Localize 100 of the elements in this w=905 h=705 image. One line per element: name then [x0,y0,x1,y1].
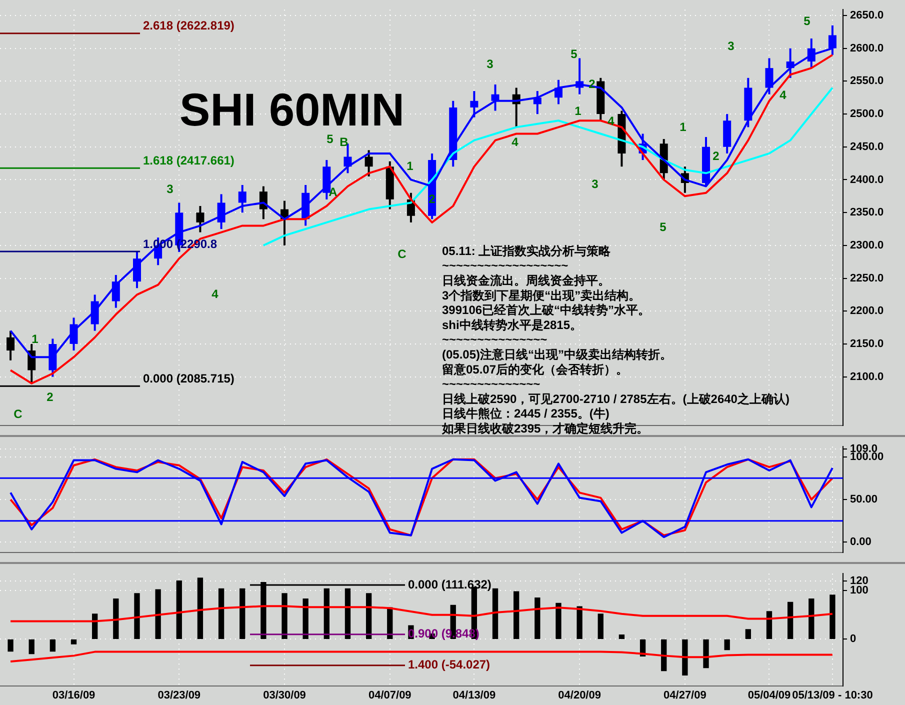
candlestick [196,205,204,234]
annotation: 1 [32,332,39,346]
bar [534,598,540,639]
y-tick-label: 2500.0 [850,108,884,120]
x-tick-label: 04/20/09 [558,689,601,702]
annotation: ~~~~~~~~~~~~~~~~~~ [442,258,568,273]
x-tick-label: 05/13/09 - 10:30 [792,689,873,702]
annotation: shi中线转势水平是2815。 [442,318,582,332]
bar [682,639,688,676]
bar [176,580,182,639]
y-tick-label: 2300.0 [850,239,884,252]
x-tick-label: 03/23/09 [158,689,201,702]
annotation: C [14,406,23,421]
annotation: 399106已经首次上破“中线转势”水平。 [442,303,650,318]
y-tick-label: 2450.0 [850,140,884,153]
bar [661,639,667,672]
y-tick-label: 2100.0 [850,370,884,383]
annotation: A [328,184,338,199]
annotation: 3 [166,182,174,196]
bar [576,606,582,639]
annotation: 如果日线收破2395，才确定短线升完。 [441,422,649,436]
x-tick-label: 05/04/09 [748,689,791,702]
annotation: 4 [212,286,219,301]
annotation: ~~~~~~~~~~~~~~~ [442,332,548,347]
annotation: 4 [512,134,519,149]
candlestick [470,90,478,118]
bar [618,634,625,639]
bar [70,639,77,644]
candlestick [238,184,246,214]
bar [830,594,836,639]
x-tick-label: 04/27/09 [664,689,706,702]
candlestick [6,330,15,362]
annotation: ~~~~~~~~~~~~~~ [442,377,540,392]
annotation: 日线上破2590，可见2700-2710 / 2785左右。(上破2640之上确认) [442,392,790,406]
annotation: 2 [46,390,54,404]
annotation: 1 [680,120,687,134]
bar [344,588,351,639]
annotation: 3 [728,38,735,53]
bar [50,639,56,652]
bar [492,588,498,639]
bar [514,591,520,639]
y-tick-label: 2250.0 [850,272,884,284]
ref-line-label: 0.000 (2085.715) [143,371,234,386]
bar [155,589,161,639]
bar [92,614,98,639]
annotation: 5 [570,46,578,61]
y-tick-label: 2150.0 [850,338,884,350]
annotation: 5 [804,14,811,28]
bar [745,629,751,639]
annotation: (05.05)注意日线“出现”中级卖出结构转折。 [442,348,672,362]
annotation: 5 [660,220,667,234]
bar [8,639,14,652]
bar [282,593,288,639]
annotation: 留意05.07后的变化（会否转折）。 [442,362,628,376]
annotation: 2 [428,192,436,206]
bar [556,602,562,639]
annotation: 05.11: 上证指数实战分析与策略 [442,244,612,258]
candlestick [364,149,373,178]
annotation: 日线资金流出。周线资金持平。 [442,274,610,288]
bar [598,614,604,639]
ref-line-label: 2.618 (2622.819) [143,18,234,33]
annotation: 2 [712,148,720,163]
annotation: 1 [406,158,414,173]
ref-line-label: 0.000 (111.632) [408,577,492,592]
y-tick-label: 2550.0 [850,75,884,88]
annotation: 日线牛熊位：2445 / 2355。(牛) [442,406,610,421]
candlestick [217,193,226,230]
y-tick-label: 100 [850,584,868,597]
annotation: 1 [574,104,582,118]
bar [134,593,140,639]
ref-line-label: 1.400 (-54.027) [408,658,490,672]
y-tick-label: 2600.0 [850,42,884,54]
y-tick-label: 50.00 [850,494,878,506]
bar [113,598,119,639]
bar [240,588,246,639]
x-tick-label: 03/30/09 [263,689,306,702]
x-tick-label: 03/16/09 [52,689,96,702]
bar [724,639,730,650]
ref-line-label: 1.618 (2417.661) [143,153,234,168]
annotation: 3 [486,56,494,71]
annotation: 3 [592,176,599,191]
y-tick-label: 2350.0 [850,206,884,219]
y-tick-label: 2200.0 [850,305,884,318]
y-tick-label: 0 [850,633,856,646]
annotation: 4 [780,88,787,102]
bar [703,639,709,668]
y-tick-label: 2650.0 [850,10,884,22]
x-tick-label: 04/07/09 [368,689,412,702]
bar [324,588,330,639]
annotation: 3个指数到下星期便“出现”卖出结构。 [442,288,641,302]
y-tick-label: 2400.0 [850,174,884,186]
annotation: B [340,134,349,149]
bar [197,578,204,639]
y-tick-label: 0.00 [850,536,872,548]
y-tick-label: 120 [850,574,868,587]
bar [28,639,34,654]
bar [808,598,814,639]
bar [766,611,772,639]
annotation: C [398,246,407,261]
x-tick-label: 04/13/09 [452,689,496,702]
